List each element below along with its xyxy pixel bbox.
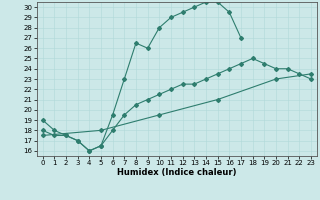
X-axis label: Humidex (Indice chaleur): Humidex (Indice chaleur) — [117, 168, 236, 177]
